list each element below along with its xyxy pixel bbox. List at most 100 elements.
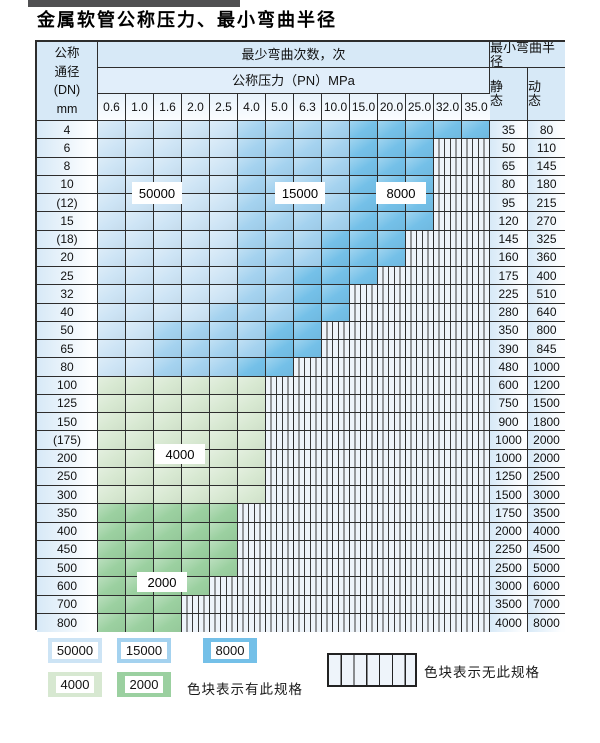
spec-cell-50000	[210, 285, 238, 304]
no-spec-cell	[294, 595, 322, 614]
no-spec-cell	[322, 577, 350, 596]
spec-cell-50000	[98, 175, 126, 194]
spec-cell-8000	[294, 303, 322, 322]
spec-cell-50000	[154, 248, 182, 267]
spec-cell-2000	[126, 540, 154, 559]
dn-label: 10	[37, 175, 98, 194]
no-spec-cell	[462, 522, 490, 541]
no-spec-cell	[434, 486, 462, 505]
spec-cell-50000	[154, 285, 182, 304]
legend-chip-label: 2000	[124, 676, 164, 693]
no-spec-cell	[350, 467, 378, 486]
no-spec-cell	[294, 540, 322, 559]
static-radius-value: 35	[490, 121, 528, 140]
spec-cell-8000	[350, 248, 378, 267]
spec-cell-2000	[126, 504, 154, 523]
spec-cell-4000	[126, 413, 154, 432]
pressure-bend-table: 公称 通径 (DN) mm 最少弯曲次数，次 最小弯曲半径 公称压力（PN）MP…	[35, 40, 565, 632]
spec-cell-8000	[350, 121, 378, 140]
no-spec-cell	[434, 394, 462, 413]
no-spec-cell	[378, 595, 406, 614]
no-spec-cell	[266, 467, 294, 486]
spec-cell-15000	[238, 321, 266, 340]
spec-cell-8000	[406, 212, 434, 231]
spec-cell-15000	[210, 303, 238, 322]
spec-cell-50000	[98, 157, 126, 176]
no-spec-cell	[238, 577, 266, 596]
no-spec-cell	[294, 413, 322, 432]
no-spec-cell	[434, 522, 462, 541]
spec-cell-4000	[210, 394, 238, 413]
spec-cell-8000	[350, 175, 378, 194]
spec-cell-8000	[406, 157, 434, 176]
spec-cell-15000	[210, 340, 238, 359]
dynamic-radius-value: 7000	[528, 595, 565, 614]
spec-cell-4000	[238, 431, 266, 450]
dynamic-radius-value: 3500	[528, 504, 565, 523]
no-spec-cell	[434, 157, 462, 176]
dn-label: 450	[37, 540, 98, 559]
static-radius-value: 750	[490, 394, 528, 413]
no-spec-cell	[294, 358, 322, 377]
spec-cell-15000	[210, 321, 238, 340]
spec-cell-50000	[126, 321, 154, 340]
no-spec-cell	[294, 394, 322, 413]
no-spec-cell	[434, 194, 462, 213]
spec-cell-50000	[98, 248, 126, 267]
spec-cell-2000	[98, 504, 126, 523]
no-spec-cell	[322, 340, 350, 359]
spec-cell-50000	[210, 212, 238, 231]
no-spec-cell	[322, 486, 350, 505]
spec-cell-8000	[322, 285, 350, 304]
spec-cell-2000	[98, 577, 126, 596]
no-spec-cell	[462, 212, 490, 231]
pressure-tick: 1.0	[126, 94, 154, 121]
dynamic-radius-value: 2000	[528, 431, 565, 450]
spec-cell-8000	[350, 212, 378, 231]
static-radius-value: 145	[490, 230, 528, 249]
static-radius-value: 2000	[490, 522, 528, 541]
no-spec-cell	[322, 540, 350, 559]
legend-chip-8000: 8000	[203, 638, 257, 663]
no-spec-cell	[406, 303, 434, 322]
static-radius-value: 600	[490, 376, 528, 395]
spec-cell-50000	[126, 212, 154, 231]
no-spec-cell	[378, 303, 406, 322]
no-spec-cell	[294, 467, 322, 486]
spec-cell-50000	[154, 212, 182, 231]
spec-cell-15000	[238, 267, 266, 286]
pressure-tick: 20.0	[378, 94, 406, 121]
legend-chip-label: 50000	[51, 642, 99, 659]
spec-cell-2000	[154, 595, 182, 614]
no-spec-cell	[350, 394, 378, 413]
no-spec-cell	[406, 394, 434, 413]
spec-cell-8000	[322, 248, 350, 267]
no-spec-cell	[350, 321, 378, 340]
spec-cell-8000	[322, 230, 350, 249]
pressure-tick: 32.0	[434, 94, 462, 121]
no-spec-cell	[434, 577, 462, 596]
spec-cell-8000	[378, 230, 406, 249]
dynamic-radius-value: 145	[528, 157, 565, 176]
no-spec-cell	[462, 394, 490, 413]
no-spec-cell	[406, 431, 434, 450]
spec-cell-2000	[182, 504, 210, 523]
spec-cell-50000	[182, 121, 210, 140]
dn-label: 32	[37, 285, 98, 304]
spec-cell-4000	[154, 394, 182, 413]
legend-chip-label: 15000	[120, 642, 168, 659]
spec-cell-2000	[126, 522, 154, 541]
spec-cell-2000	[182, 559, 210, 578]
no-spec-cell	[406, 248, 434, 267]
no-spec-cell	[462, 175, 490, 194]
spec-cell-50000	[182, 248, 210, 267]
spec-cell-50000	[182, 230, 210, 249]
no-spec-cell	[210, 613, 238, 632]
no-spec-cell	[434, 175, 462, 194]
no-spec-cell	[434, 376, 462, 395]
spec-cell-15000	[266, 285, 294, 304]
dynamic-radius-value: 180	[528, 175, 565, 194]
spec-cell-50000	[210, 157, 238, 176]
spec-cell-2000	[154, 504, 182, 523]
dn-label: 250	[37, 467, 98, 486]
